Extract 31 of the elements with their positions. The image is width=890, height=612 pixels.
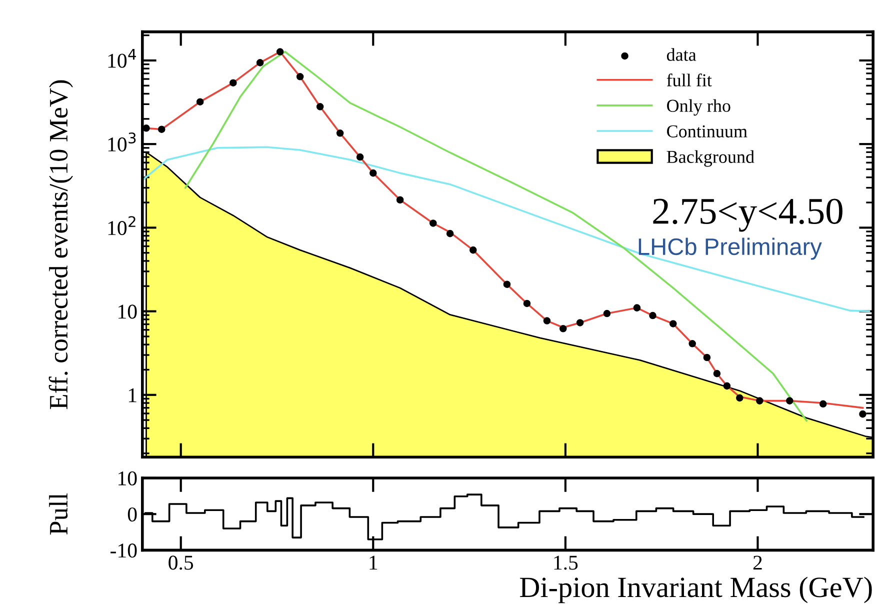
legend-label: data (666, 48, 696, 61)
point (256, 59, 264, 66)
point (196, 98, 204, 106)
y-tick-label: -10 (110, 544, 137, 558)
legend-label: Background (666, 150, 754, 167)
y-tick-label: 0 (128, 507, 137, 522)
y-tick-label: 10$^{2}$ (108, 216, 136, 236)
x-tick-label: 1 (370, 556, 378, 570)
x-tick-label: 0.5 (168, 556, 194, 570)
annotation: LHCb Preliminary (638, 238, 822, 260)
point (142, 124, 150, 132)
x-axis-title: Di-pion Invariant Mass (GeV) (520, 576, 872, 604)
y-tick-label: 10$^{4}$ (108, 48, 136, 68)
legend-label: Continuum (667, 125, 748, 138)
y-tick-label: 1 (128, 388, 136, 402)
y-axis-title: Pull (49, 493, 68, 535)
point (336, 130, 344, 137)
y-tick-label: 10 (118, 471, 137, 486)
point (230, 79, 237, 86)
legend-label: full fit (666, 74, 712, 86)
point (296, 73, 304, 80)
legend-label: Only rho (667, 99, 730, 116)
annotation: 2.75<y<4.50 (653, 198, 842, 232)
x-tick-label: 1.5 (554, 556, 578, 570)
x-tick-label: 2 (753, 556, 762, 570)
y-tick-label: 10$^{3}$ (108, 132, 136, 152)
point (158, 126, 166, 133)
point (316, 103, 324, 110)
y-axis-title: Eff. corrected events/(10 MeV) (48, 80, 73, 410)
point (276, 48, 284, 56)
y-tick-label: 10 (118, 304, 137, 319)
